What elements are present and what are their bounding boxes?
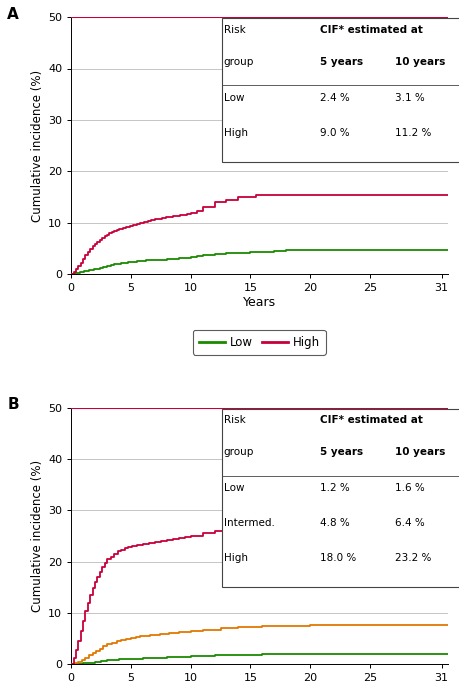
Text: Low: Low [224, 484, 244, 493]
Text: High: High [224, 127, 247, 138]
Text: 6.4 %: 6.4 % [395, 518, 425, 528]
Text: 5 years: 5 years [319, 57, 363, 67]
Text: 5 years: 5 years [319, 447, 363, 458]
Y-axis label: Cumulative incidence (%): Cumulative incidence (%) [31, 460, 44, 612]
Text: B: B [7, 397, 19, 412]
Text: CIF* estimated at: CIF* estimated at [319, 25, 422, 35]
Text: Low: Low [224, 93, 244, 103]
Text: 23.2 %: 23.2 % [395, 553, 431, 563]
Text: CIF* estimated at: CIF* estimated at [319, 415, 422, 425]
Text: 2.4 %: 2.4 % [319, 93, 349, 103]
Text: 1.6 %: 1.6 % [395, 484, 425, 493]
Legend: Low, High: Low, High [193, 330, 326, 355]
Text: group: group [224, 447, 254, 458]
Text: 11.2 %: 11.2 % [395, 127, 431, 138]
Text: 10 years: 10 years [395, 447, 445, 458]
Text: 10 years: 10 years [395, 57, 445, 67]
Text: A: A [7, 7, 19, 22]
Text: 9.0 %: 9.0 % [319, 127, 349, 138]
Text: 18.0 %: 18.0 % [319, 553, 356, 563]
Text: Risk: Risk [224, 25, 245, 35]
X-axis label: Years: Years [243, 296, 276, 309]
Bar [222, 409, 459, 588]
Text: group: group [224, 57, 254, 67]
Text: 3.1 %: 3.1 % [395, 93, 425, 103]
Text: Intermed.: Intermed. [224, 518, 274, 528]
Text: High: High [224, 553, 247, 563]
Text: 1.2 %: 1.2 % [319, 484, 349, 493]
Bar [222, 18, 459, 162]
Text: 4.8 %: 4.8 % [319, 518, 349, 528]
Text: Risk: Risk [224, 415, 245, 425]
Y-axis label: Cumulative incidence (%): Cumulative incidence (%) [31, 69, 44, 222]
